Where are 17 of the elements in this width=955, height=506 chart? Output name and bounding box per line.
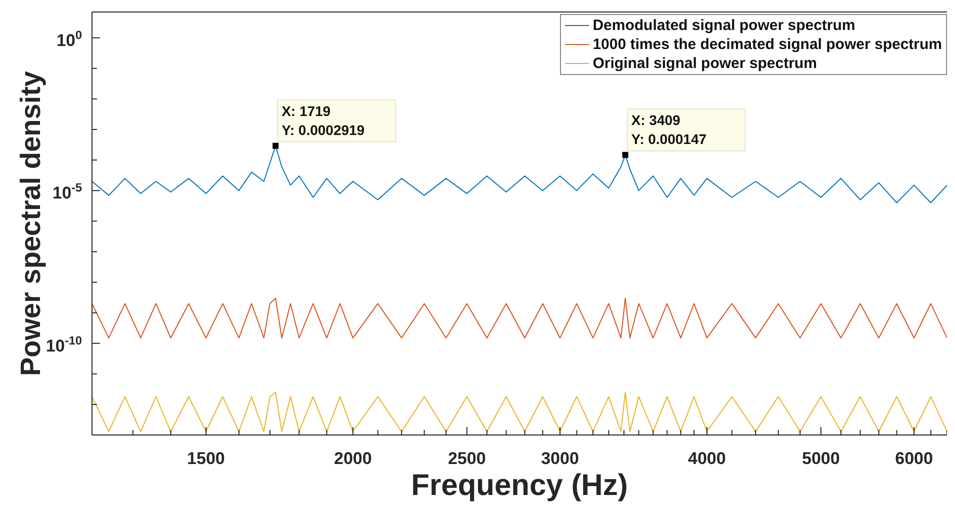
y-tick-label: 10$^{0}$	[56, 28, 82, 50]
x-tick-label: 6000	[895, 449, 933, 468]
y-axis-title: Power spectral density	[15, 70, 46, 376]
x-tick-label: 4000	[688, 449, 726, 468]
legend-label: Original signal power spectrum	[592, 54, 817, 73]
annotation: X: 1719 Y: 0.0002919	[282, 102, 365, 138]
annotation: X: 3409 Y: 0.000147	[631, 112, 707, 147]
legend-label: 1000 times the decimated signal power spectrum	[592, 35, 942, 54]
legend-label: Demodulated signal power spectrum	[592, 16, 856, 35]
y-tick-label: 10$^{-10}$	[46, 333, 82, 356]
y-tick-label: 10$^{-5}$	[52, 180, 82, 203]
x-tick-label: 2500	[448, 449, 486, 468]
x-tick-label: 5000	[802, 449, 840, 468]
x-tick-label: 2000	[334, 449, 372, 468]
x-tick-label: 3000	[541, 449, 579, 468]
x-axis-title: Frequency (Hz)	[411, 469, 628, 502]
x-tick-label: 1500	[187, 449, 225, 468]
